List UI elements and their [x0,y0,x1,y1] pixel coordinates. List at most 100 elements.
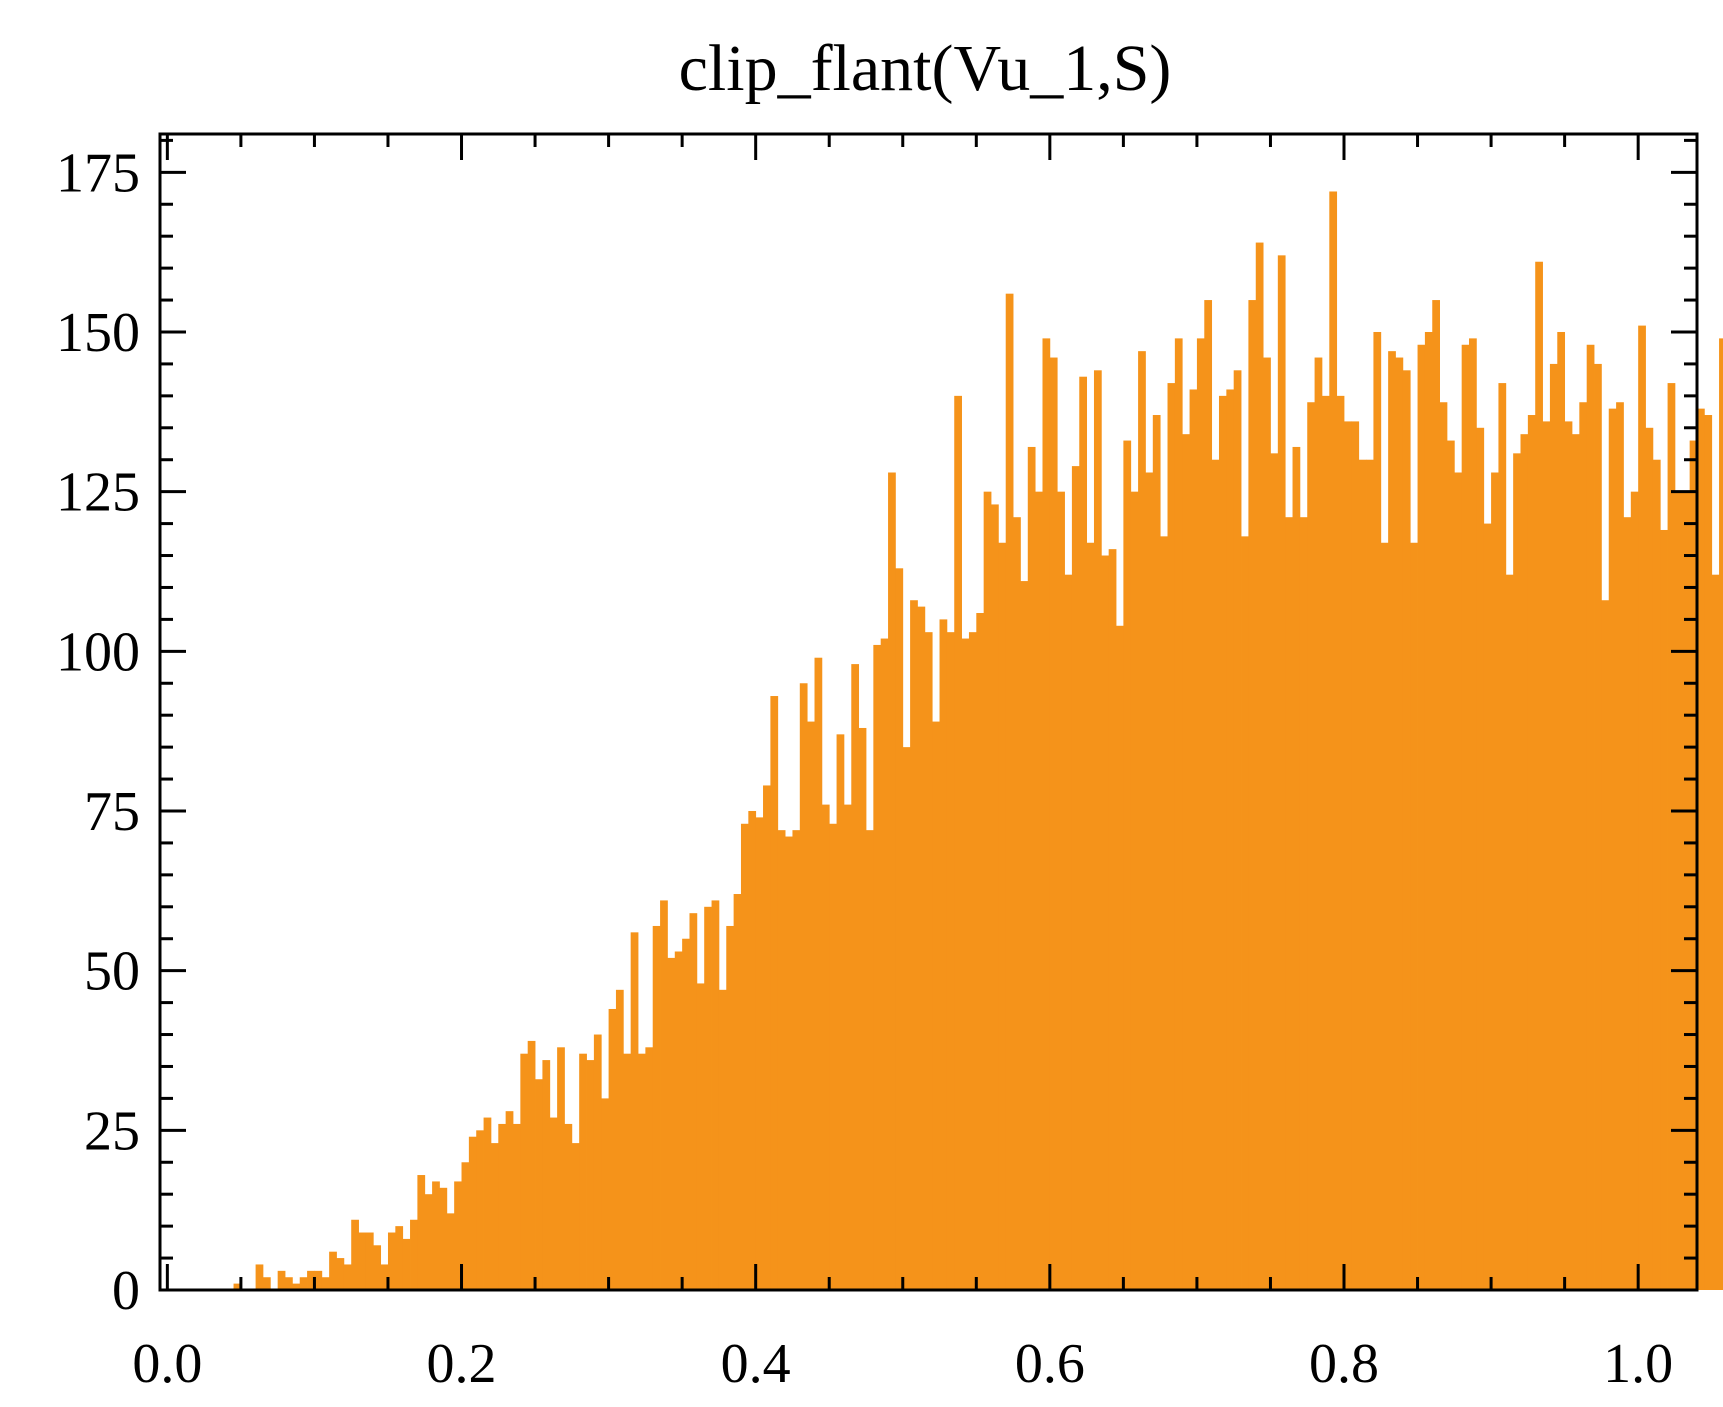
histogram-bar [858,727,867,1290]
histogram-bar [865,830,874,1290]
histogram-bar [1652,459,1661,1291]
histogram-bar [1395,357,1404,1290]
histogram-bar [1586,344,1595,1290]
chart-title: clip_flant(Vu_1,S) [679,32,1172,105]
histogram-bar [1351,421,1360,1290]
x-tick-label: 0.0 [132,1333,202,1395]
histogram-bar [718,989,727,1290]
histogram-bar [1358,459,1367,1291]
histogram-bar [1277,255,1286,1291]
plot-frame [158,132,1699,1292]
histogram-bar [991,504,999,1290]
histogram-bar [674,951,683,1290]
y-tick-label: 50 [84,941,140,1003]
histogram-bar [902,747,911,1290]
histogram-bar [417,1175,426,1290]
y-axis-tick-labels: 0 25 50 75 100 125 150 175 [56,142,140,1322]
histogram-bar [1380,542,1389,1290]
histogram-bar [983,491,992,1290]
histogram-bar [505,1111,514,1290]
histogram-bar [1079,376,1088,1290]
histogram-bar [1616,402,1624,1290]
histogram-bar [1719,338,1723,1290]
histogram-bar [1174,338,1183,1290]
histogram-bar [1579,402,1588,1290]
histogram-bar [1535,261,1543,1291]
x-tick-label: 1.0 [1603,1333,1673,1395]
histogram-bar [1211,459,1220,1291]
histogram-bar [527,1040,536,1290]
histogram-bar [351,1219,359,1290]
histogram-bar [285,1277,293,1290]
histogram-bar [1093,370,1102,1290]
histogram-bar [748,810,757,1290]
histogram-bar [549,1117,558,1290]
histogram-bar [1321,395,1330,1290]
histogram-bar [1035,491,1043,1290]
histogram-bar [1424,331,1433,1290]
histogram-bar [314,1270,323,1290]
histogram-bar [1226,389,1235,1291]
histogram-bar [1711,574,1720,1290]
histogram-bar [1027,446,1036,1290]
histogram-bar [1130,491,1139,1290]
histogram-bars [233,191,1723,1291]
histogram-bar [1682,491,1691,1290]
histogram-bar [439,1187,448,1290]
histogram-bar [1630,491,1639,1290]
histogram-bar [726,925,735,1290]
histogram-bar [696,983,705,1290]
histogram-bar [513,1123,521,1290]
histogram-bar [1329,191,1338,1291]
histogram-bar [1182,434,1190,1290]
histogram-bar [682,938,690,1290]
histogram-bar [968,632,977,1290]
histogram-bar [1594,363,1602,1290]
histogram-bar [343,1264,352,1290]
histogram-bar [476,1130,484,1290]
histogram-bar [932,721,940,1290]
histogram-bar [387,1232,396,1290]
histogram-bar [365,1232,374,1290]
histogram-bar [601,1098,609,1290]
histogram-bar [1505,574,1514,1290]
histogram-bar [821,804,830,1290]
histogram-bar [645,1047,654,1290]
histogram-bar [468,1136,477,1290]
histogram-bar [1101,555,1110,1290]
histogram-bar [498,1123,507,1290]
x-tick-label: 0.6 [1015,1333,1085,1395]
x-tick-label: 0.8 [1309,1333,1379,1395]
histogram-bar [1189,389,1198,1291]
histogram-bar [1645,427,1654,1290]
histogram-bar [652,925,661,1290]
histogram-bar [1638,325,1646,1291]
histogram-bar [740,823,749,1290]
histogram-bar [1013,517,1021,1290]
histogram-bar [1152,415,1161,1290]
histogram-bar [1218,395,1227,1290]
histogram-bar [299,1277,308,1290]
histogram-bar [998,542,1007,1290]
histogram-bar [321,1277,330,1290]
histogram-bar [638,1053,646,1290]
histogram-bar [1145,472,1154,1290]
histogram-bar [785,836,793,1290]
y-tick-label: 100 [56,621,140,683]
y-tick-label: 150 [56,302,140,364]
histogram-bar [571,1143,580,1290]
histogram-bar [792,830,801,1290]
histogram-bar [1689,440,1698,1290]
histogram-bar [1527,415,1536,1290]
y-tick-label: 0 [112,1260,140,1322]
histogram-bar [358,1232,367,1290]
histogram-bar [1410,542,1418,1290]
histogram-bar [1476,427,1485,1290]
histogram-bar [586,1060,595,1290]
histogram-bar [1439,402,1448,1290]
histogram-bar [446,1213,455,1290]
histogram-bar [307,1270,315,1290]
histogram-bar [777,830,786,1290]
histogram-bar [895,568,904,1290]
histogram-bar [630,932,639,1290]
